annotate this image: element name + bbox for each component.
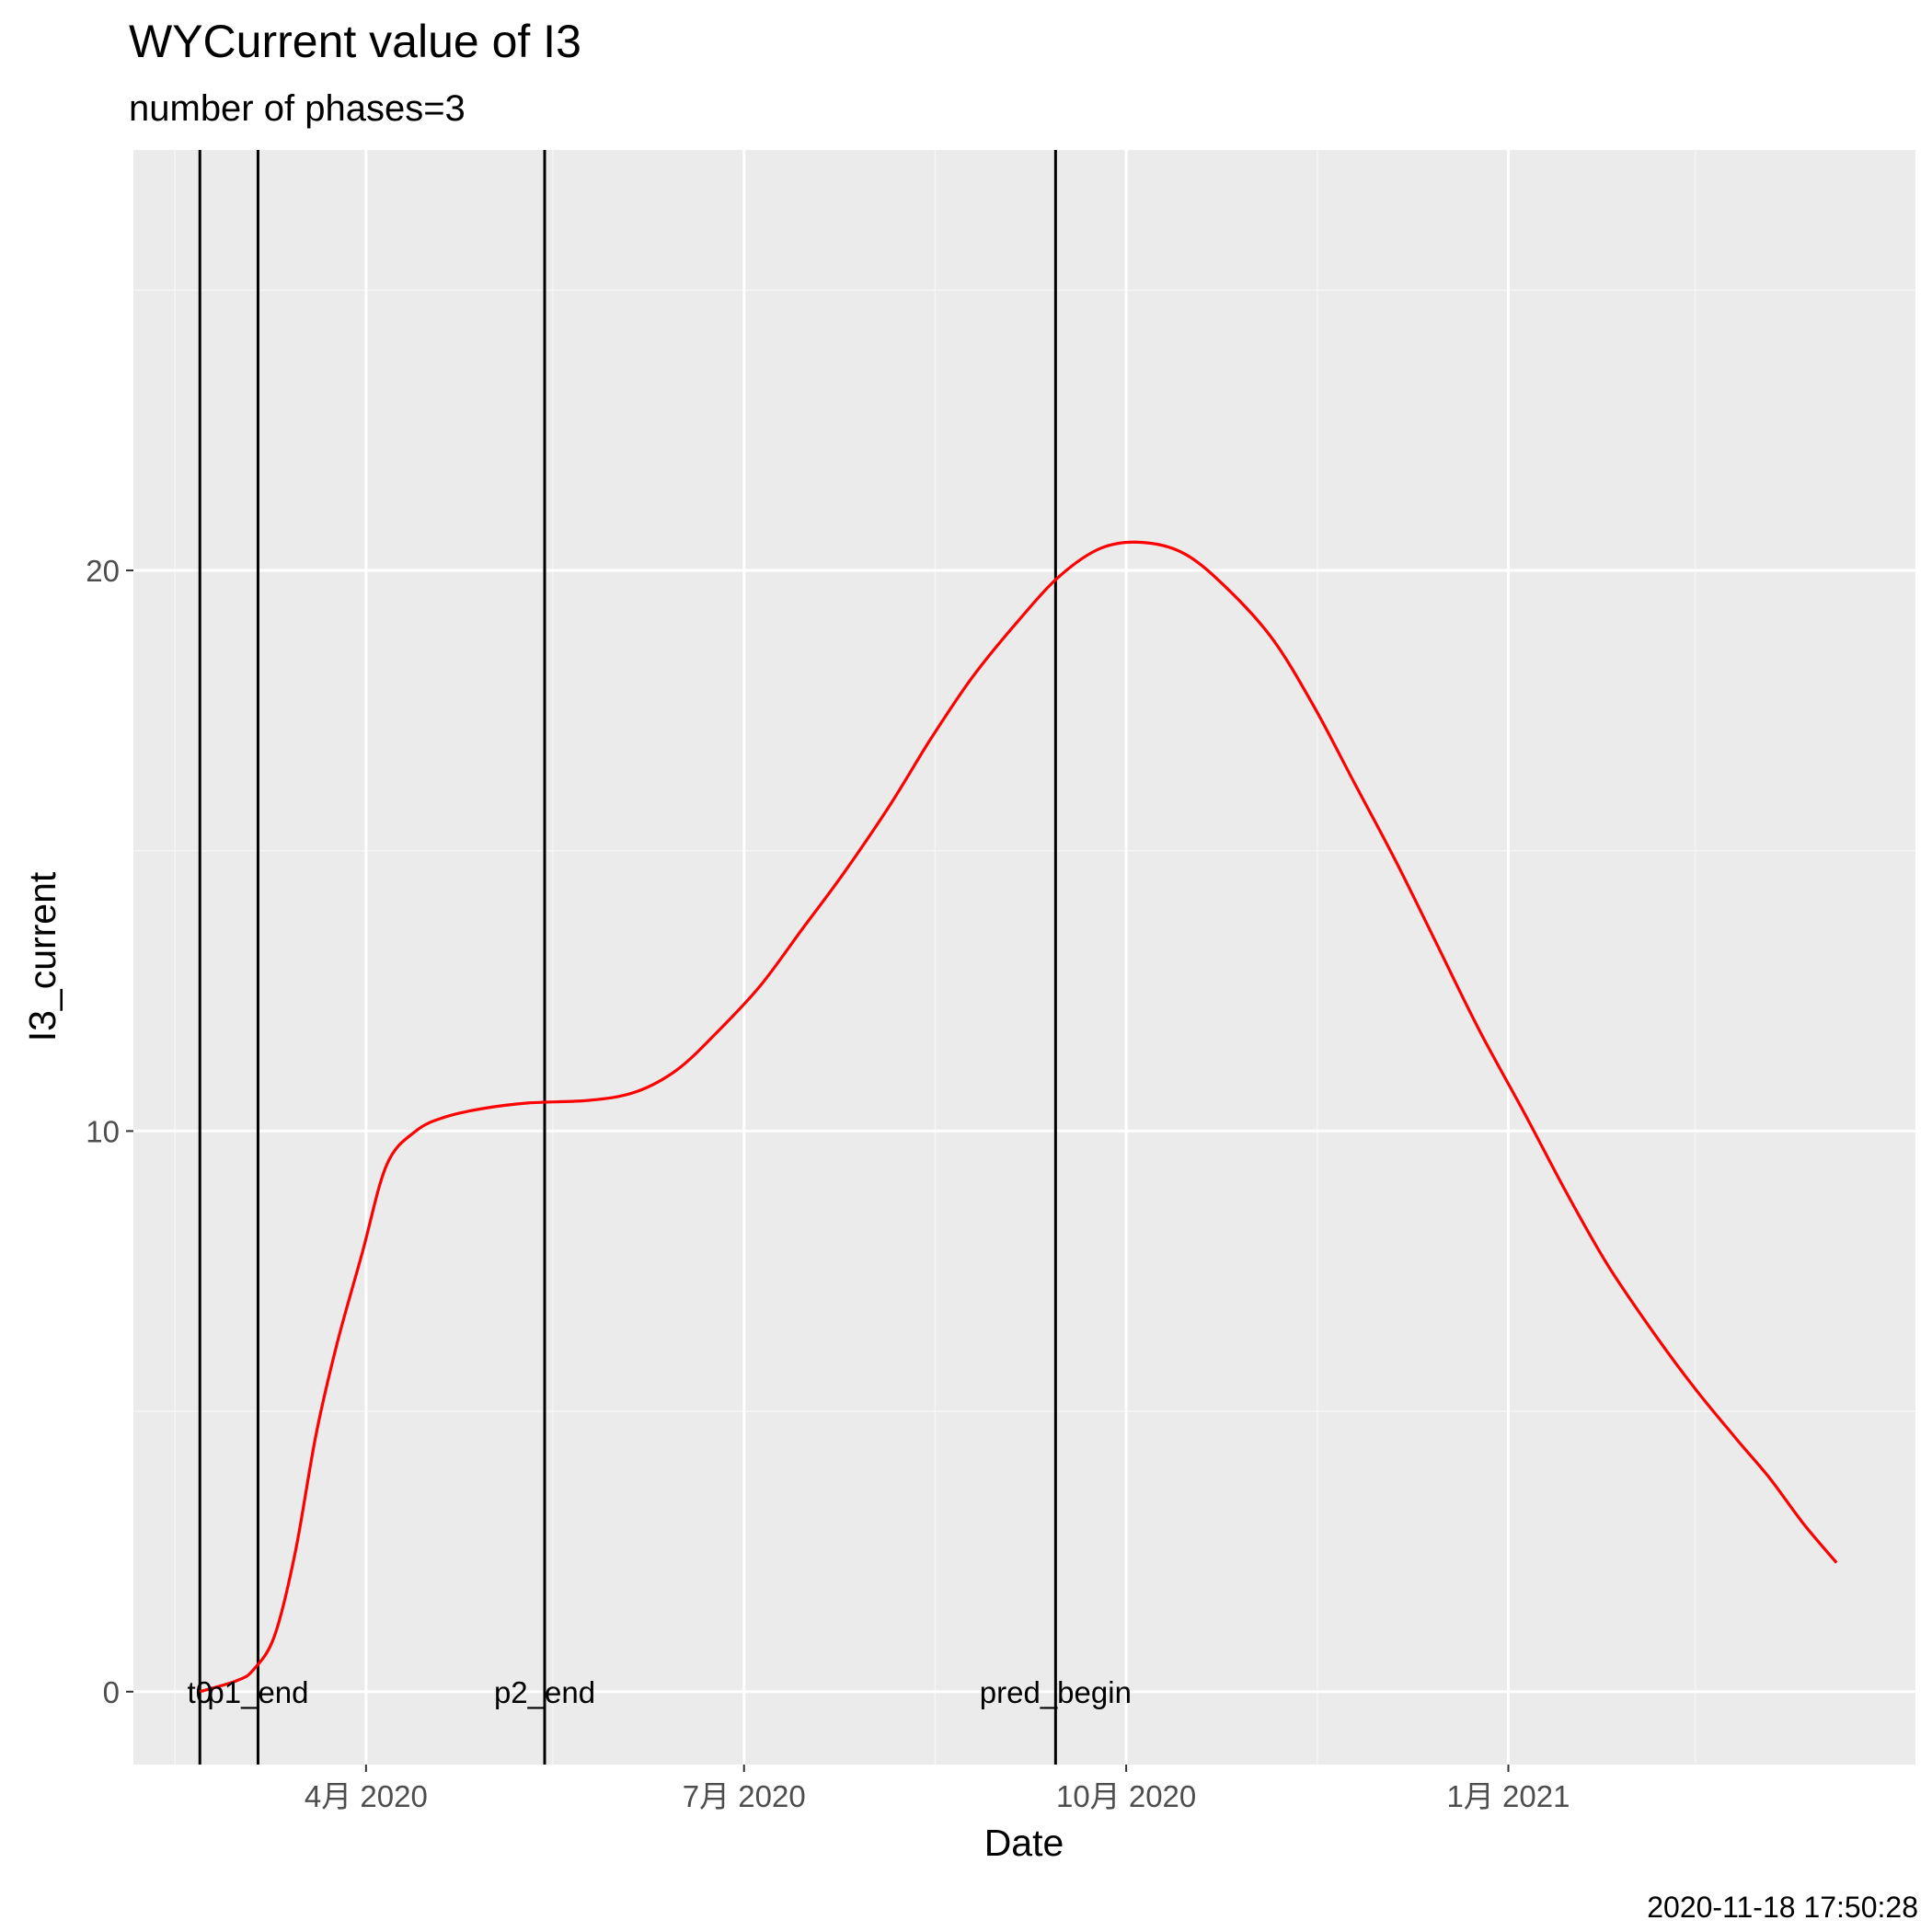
vline-label-pred-begin: pred_begin (980, 1675, 1132, 1709)
x-tick-label: 10月 2020 (1056, 1779, 1196, 1813)
x-tick-label: 1月 2021 (1447, 1779, 1570, 1813)
y-tick-label: 0 (103, 1675, 120, 1709)
x-axis: 4月 2020 7月 2020 10月 2020 1月 2021 (305, 1765, 1570, 1813)
plot-panel (133, 150, 1915, 1765)
x-axis-title: Date (984, 1822, 1064, 1864)
chart-title: WYCurrent value of I3 (129, 16, 581, 67)
vline-label-p2-end: p2_end (494, 1675, 595, 1709)
y-tick-label: 20 (86, 554, 120, 588)
vline-label-p1-end: p1_end (207, 1675, 308, 1709)
minor-gridlines (133, 150, 1915, 1765)
y-axis-title: I3_current (21, 871, 63, 1041)
series-line-i3-current (199, 540, 1838, 1694)
phase-lines (198, 150, 1057, 1765)
x-tick-label: 4月 2020 (305, 1779, 428, 1813)
y-tick-label: 10 (86, 1114, 120, 1148)
y-axis: 0 10 20 (86, 554, 133, 1709)
major-gridlines (133, 150, 1915, 1765)
chart-subtitle: number of phases=3 (129, 88, 466, 129)
x-tick-label: 7月 2020 (683, 1779, 806, 1813)
vline-label-t0: t0 (187, 1675, 213, 1709)
timestamp-caption: 2020-11-18 17:50:28 (1647, 1891, 1918, 1924)
